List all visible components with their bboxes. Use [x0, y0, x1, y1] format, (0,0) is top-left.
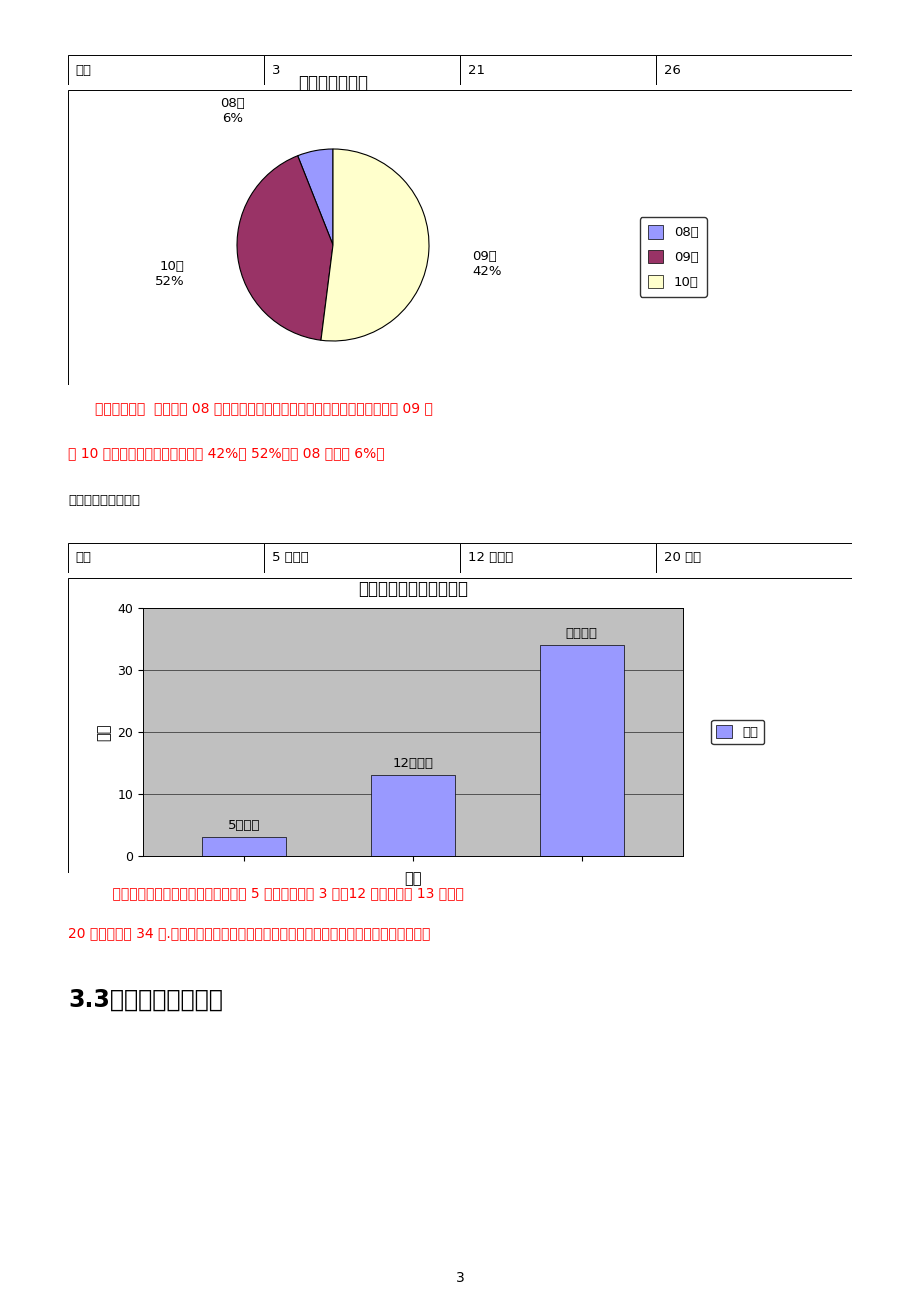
Wedge shape	[237, 156, 333, 340]
Bar	[655, 543, 851, 573]
Bar	[370, 776, 455, 855]
Bar	[655, 573, 851, 603]
Text: 20 以上: 20 以上	[664, 552, 700, 565]
Text: 20 次以上的有 34 人.这说明我院学生去饭堂就餐的频率非常高，饭堂的生意前景十分乐观！: 20 次以上的有 34 人.这说明我院学生去饭堂就餐的频率非常高，饭堂的生意前景…	[68, 927, 430, 940]
Bar	[202, 837, 286, 855]
Bar	[68, 573, 264, 603]
Text: 34: 34	[664, 582, 680, 595]
Text: 5次以下: 5次以下	[228, 819, 260, 832]
Legend: 数量: 数量	[710, 720, 764, 745]
Title: 一周内去饭堂就餐的次数: 一周内去饭堂就餐的次数	[357, 581, 468, 598]
Text: 和 10 级所占的比重较大，分别是 42%和 52%，而 08 级只占 6%。: 和 10 级所占的比重较大，分别是 42%和 52%，而 08 级只占 6%。	[68, 447, 384, 460]
Bar	[68, 55, 264, 85]
Text: 次数: 次数	[75, 552, 92, 565]
Bar	[264, 573, 460, 603]
Text: 10级
52%: 10级 52%	[154, 260, 184, 288]
Bar	[68, 543, 264, 573]
Text: 数量: 数量	[75, 582, 92, 595]
Text: 由图表可知，一周内去饭堂的次数在 5 次以下的只有 3 人，12 次以下的有 13 人，而: 由图表可知，一周内去饭堂的次数在 5 次以下的只有 3 人，12 次以下的有 1…	[96, 885, 464, 900]
Text: 09级
42%: 09级 42%	[471, 250, 501, 279]
Bar	[460, 55, 655, 85]
Title: 年级所占百分比: 年级所占百分比	[298, 74, 368, 92]
Text: 数量: 数量	[75, 64, 92, 77]
Wedge shape	[321, 148, 428, 341]
Text: 由图表可知，  由于我院 08 级的学生大部分都外出实习了，因此调查的对象中 09 级: 由图表可知， 由于我院 08 级的学生大部分都外出实习了，因此调查的对象中 09…	[96, 401, 433, 415]
X-axis label: 次数: 次数	[403, 871, 421, 887]
Text: 3: 3	[455, 1271, 464, 1285]
Y-axis label: 人数: 人数	[96, 723, 112, 741]
Legend: 08级, 09级, 10级: 08级, 09级, 10级	[639, 217, 706, 297]
Text: 12 次以下: 12 次以下	[468, 552, 513, 565]
Text: 一周内去饭堂的次数: 一周内去饭堂的次数	[68, 493, 140, 506]
Text: 3: 3	[271, 582, 280, 595]
Text: 21: 21	[468, 64, 484, 77]
Bar	[460, 543, 655, 573]
Text: 13: 13	[468, 582, 484, 595]
Bar	[655, 55, 851, 85]
Bar	[264, 543, 460, 573]
Bar	[539, 646, 623, 855]
Bar	[460, 573, 655, 603]
Bar	[264, 55, 460, 85]
Text: 5 次以下: 5 次以下	[271, 552, 308, 565]
Text: 12次以下: 12次以下	[392, 758, 433, 771]
Text: 08级
6%: 08级 6%	[220, 98, 244, 125]
Text: 二十以上: 二十以上	[565, 628, 597, 641]
Text: 26: 26	[664, 64, 680, 77]
Text: 3: 3	[271, 64, 280, 77]
Wedge shape	[298, 148, 333, 245]
Text: 3.3、满意度的调查：: 3.3、满意度的调查：	[68, 988, 222, 1012]
